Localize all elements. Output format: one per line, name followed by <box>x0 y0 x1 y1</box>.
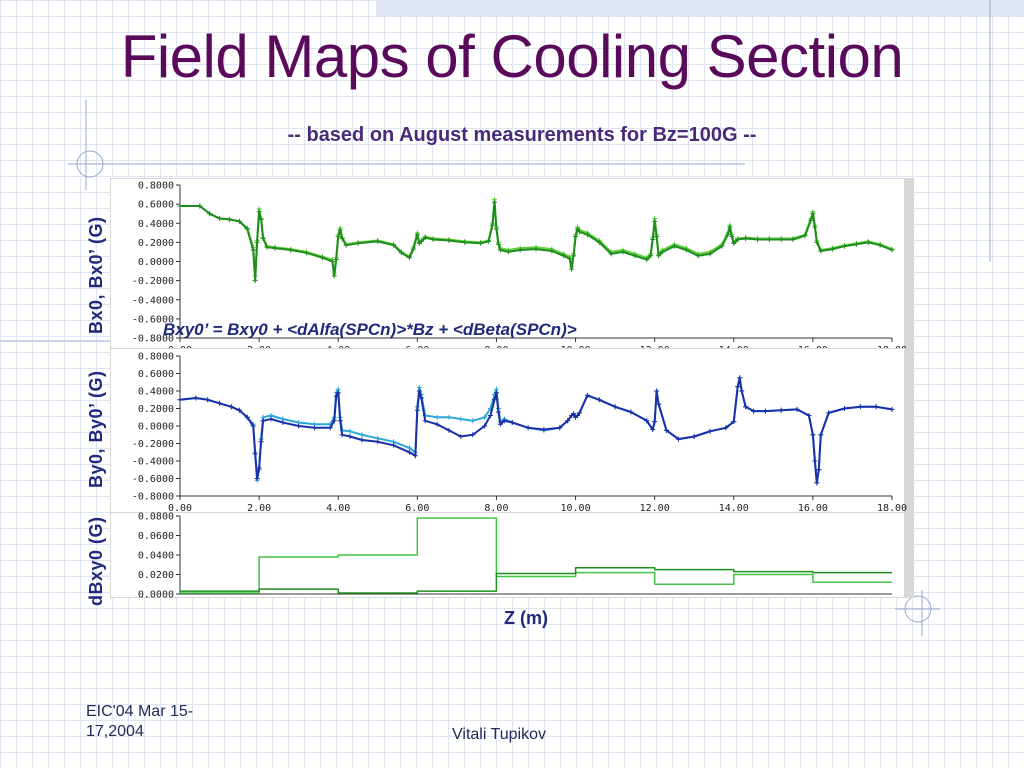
y-axis-label-by: By0, By0’ (G) <box>86 370 106 488</box>
x-tick-label: 4.00 <box>326 503 350 514</box>
y-tick-label: -0.2000 <box>132 276 174 287</box>
plot-background <box>110 178 914 350</box>
plot-scroll-edge <box>904 178 914 350</box>
chart-bx: 0.8000 0.6000 0.4000 0.2000 0.0000 -0.2000 -0.… <box>110 178 914 350</box>
y-tick-label: -0.6000 <box>132 314 174 325</box>
y-tick-label: 0.0400 <box>138 551 174 562</box>
formula-annotation: Bxy0’ = Bxy0 + <dAlfa(SPCn)>*Bz + <dBeta… <box>163 320 577 339</box>
footer-conference: EIC'04 Mar 15-17,2004 <box>86 703 194 740</box>
series-line-2 <box>180 566 892 594</box>
y-tick-label: 0.0000 <box>138 590 174 599</box>
y-tick-label: 0.0000 <box>138 422 174 433</box>
x-tick-label: 8.00 <box>484 503 508 514</box>
x-tick-label: 12.00 <box>640 503 670 514</box>
x-tick-label: 16.00 <box>798 503 828 514</box>
y-tick-label: -0.8000 <box>132 492 174 503</box>
y-axis-label-bx: Bx0, Bx0’ (G) <box>86 216 106 334</box>
chart-dbxy: 0.0800 0.0600 0.0400 0.0200 0.0000 <box>110 512 914 598</box>
plot-background <box>110 512 914 598</box>
footer-author: Vitali Tupikov <box>452 726 546 743</box>
plot-scroll-edge <box>904 512 914 598</box>
y-tick-label: 0.6000 <box>138 200 174 211</box>
y-tick-label: 0.8000 <box>138 181 174 192</box>
y-tick-label: -0.8000 <box>132 334 174 345</box>
top-banner <box>376 0 1024 16</box>
y-tick-label: -0.4000 <box>132 457 174 468</box>
y-tick-label: 0.8000 <box>138 352 174 363</box>
y-tick-label: 0.0600 <box>138 531 174 542</box>
x-tick-label: 6.00 <box>405 503 429 514</box>
plot-scroll-edge <box>904 348 914 514</box>
deco-circle <box>904 595 932 623</box>
x-tick-label: 18.00 <box>877 503 907 514</box>
series-line-2 <box>179 376 893 484</box>
plot-background <box>110 348 914 514</box>
x-tick-label: 14.00 <box>719 503 749 514</box>
slide-title: Field Maps of Cooling Section <box>120 23 904 90</box>
y-tick-label: 0.4000 <box>138 387 174 398</box>
y-tick-label: 0.4000 <box>138 219 174 230</box>
chart-by: 0.8000 0.6000 0.4000 0.2000 0.0000 -0.2000 -0.… <box>110 348 914 514</box>
deco-circle <box>76 150 104 178</box>
y-tick-label: 0.0800 <box>138 512 174 523</box>
y-tick-label: -0.2000 <box>132 439 174 450</box>
x-tick-label: 0.00 <box>168 503 192 514</box>
x-tick-label: 2.00 <box>247 503 271 514</box>
y-tick-label: 0.0000 <box>138 257 174 268</box>
y-tick-label: -0.4000 <box>132 295 174 306</box>
y-tick-label: 0.6000 <box>138 369 174 380</box>
x-tick-label: 10.00 <box>561 503 591 514</box>
y-axis-label-dbxy: dBxy0 (G) <box>86 516 106 606</box>
y-tick-label: -0.6000 <box>132 474 174 485</box>
y-tick-label: 0.2000 <box>138 238 174 249</box>
y-tick-label: 0.0200 <box>138 570 174 581</box>
slide-subtitle: -- based on August measurements for Bz=1… <box>287 124 757 146</box>
x-axis-label: Z (m) <box>504 608 548 628</box>
y-tick-label: 0.2000 <box>138 404 174 415</box>
series-line-1 <box>180 517 892 594</box>
